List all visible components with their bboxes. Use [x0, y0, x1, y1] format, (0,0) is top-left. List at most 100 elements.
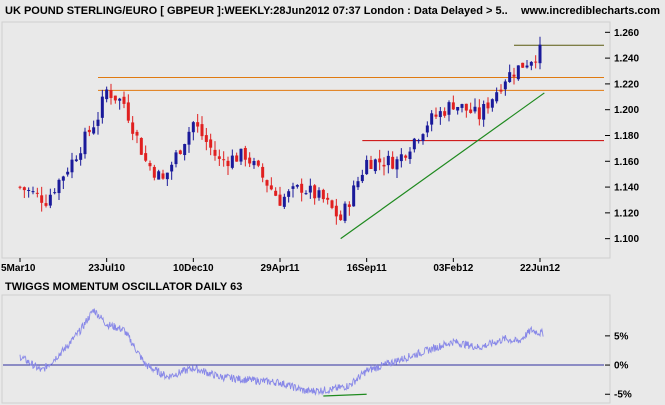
candle-body — [27, 189, 31, 191]
candle-body — [447, 102, 451, 115]
candle-body — [308, 185, 312, 193]
candle-body — [317, 190, 321, 198]
candle-body — [326, 197, 330, 200]
candle-body — [183, 144, 187, 156]
candle-body — [469, 109, 473, 113]
candle-body — [187, 131, 191, 145]
candle-body — [269, 185, 273, 190]
oscillator-panel — [1, 294, 611, 404]
candle-body — [131, 122, 135, 134]
candle-body — [304, 193, 308, 195]
price-tick-label: 1.160 — [614, 157, 639, 168]
candle-body — [356, 181, 360, 188]
candle-body — [438, 111, 442, 118]
candle-body — [369, 160, 373, 170]
candle-body — [395, 159, 399, 170]
candle-body — [534, 61, 538, 63]
candle-body — [265, 180, 269, 186]
candle-body — [126, 102, 130, 121]
candle-body — [118, 98, 122, 101]
candle-body — [477, 107, 481, 120]
candle-body — [313, 185, 317, 199]
candle-body — [278, 194, 282, 206]
candle-body — [252, 161, 256, 166]
candle-body — [417, 140, 421, 142]
candle-body — [287, 191, 291, 197]
candle-body — [243, 147, 247, 160]
candle-body — [191, 122, 195, 133]
candle-body — [404, 155, 408, 158]
candle-body — [248, 157, 252, 164]
candle-body — [161, 173, 165, 179]
candle-body — [521, 62, 525, 68]
candle-body — [499, 89, 503, 92]
price-panel — [1, 21, 611, 259]
candle-body — [291, 186, 295, 189]
price-tick-label: 1.180 — [614, 131, 639, 142]
candle-body — [70, 159, 74, 173]
candlesticks — [18, 36, 542, 225]
candle-body — [178, 150, 182, 155]
candle-body — [57, 179, 61, 194]
time-tick-label: 5Mar10 — [1, 263, 36, 274]
candle-body — [87, 129, 91, 133]
candle-body — [144, 153, 148, 161]
candle-body — [295, 184, 299, 187]
candle-body — [282, 196, 286, 207]
candle-body — [209, 139, 213, 148]
candle-body — [373, 159, 377, 172]
candle-body — [525, 65, 529, 68]
site-link[interactable]: www.incrediblecharts.com — [520, 5, 660, 17]
candle-body — [139, 137, 143, 155]
candle-body — [378, 158, 382, 163]
price-tick-label: 1.220 — [614, 79, 639, 90]
oscillator-tick-label: -5% — [614, 390, 632, 401]
candle-body — [100, 96, 104, 118]
candle-body — [451, 102, 455, 110]
trendline-group — [340, 92, 545, 240]
candle-body — [408, 151, 412, 160]
candle-body — [226, 160, 230, 167]
candle-body — [456, 106, 460, 111]
candle-body — [430, 113, 434, 125]
candle-body — [503, 81, 507, 90]
candle-body — [53, 192, 57, 194]
candle-body — [113, 95, 117, 101]
oscillator-axis: 5% 0% -5% — [605, 331, 632, 401]
candle-body — [222, 159, 226, 161]
candle-body — [174, 152, 178, 165]
oscillator-support-line — [323, 393, 367, 397]
candle-body — [330, 200, 334, 208]
candle-body — [157, 171, 161, 180]
candle-body — [48, 194, 52, 206]
candle-body — [495, 92, 499, 102]
candle-body — [92, 127, 96, 134]
candle-body — [256, 160, 260, 166]
candle-body — [165, 172, 169, 180]
candle-body — [213, 149, 217, 156]
price-axis: 1.100 1.120 1.140 1.160 1.180 1.200 1.220 1.240… — [605, 28, 639, 245]
price-tick-label: 1.200 — [614, 105, 639, 116]
candle-body — [300, 183, 304, 193]
candle-body — [321, 189, 325, 200]
time-tick-label: 29Apr11 — [261, 263, 300, 274]
candle-body — [516, 65, 520, 80]
candle-body — [347, 204, 351, 207]
candle-body — [460, 104, 464, 108]
candle-body — [170, 164, 174, 172]
candle-body — [464, 103, 468, 111]
candle-body — [352, 185, 356, 207]
candle-body — [339, 214, 343, 221]
candle-body — [529, 61, 533, 66]
oscillator-title: TWIGGS MOMENTUM OSCILLATOR DAILY 63 — [5, 281, 242, 293]
candle-body — [79, 153, 83, 160]
candle-body — [66, 171, 70, 175]
candle-body — [538, 44, 542, 64]
candle-body — [386, 155, 390, 166]
oscillator-line — [19, 308, 544, 396]
oscillator-tick-label: 0% — [614, 361, 629, 372]
candle-body — [365, 159, 369, 175]
oscillator — [3, 308, 604, 397]
time-tick-label: 23Jul10 — [88, 263, 125, 274]
